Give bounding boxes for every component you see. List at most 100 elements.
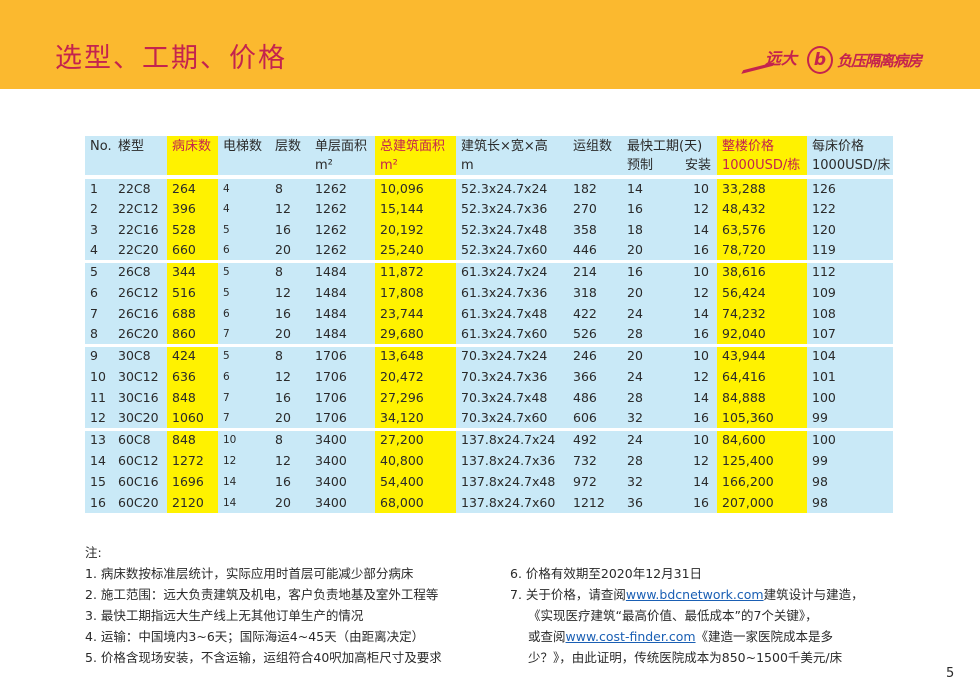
- table-row: 9 30C8 424 5 8 1706 13,648 70.3x24.7x24 246 20 10 4…: [85, 343, 893, 366]
- cell-total-area: 15,144: [375, 198, 456, 219]
- cell-elevators: 12: [218, 450, 270, 471]
- cell-type: 60C12: [113, 450, 167, 471]
- cell-elevators: 10: [218, 427, 270, 450]
- table-row: 16 60C20 2120 14 20 3400 68,000 137.8x24.7x60 12…: [85, 492, 893, 513]
- cell-prefab: 28: [622, 324, 665, 345]
- cell-beds: 636: [167, 366, 218, 387]
- note-2: 2. 施工范围：远大负责建筑及机电，客户负责地基及室外工程等: [85, 587, 439, 602]
- cell-floors: 8: [270, 175, 310, 198]
- cell-no: 5: [85, 259, 113, 282]
- cell-prefab: 16: [622, 198, 665, 219]
- note-7-b: 建筑设计与建造，: [763, 587, 864, 602]
- cell-no: 16: [85, 492, 113, 513]
- cell-beds: 1060: [167, 408, 218, 429]
- cell-floors: 12: [270, 282, 310, 303]
- cell-dims: 70.3x24.7x36: [456, 366, 568, 387]
- cell-total-area: 20,472: [375, 366, 456, 387]
- cell-bed-price: 100: [807, 427, 893, 450]
- cell-total-area: 17,808: [375, 282, 456, 303]
- cell-building-price: 63,576: [717, 219, 807, 240]
- cell-building-price: 56,424: [717, 282, 807, 303]
- cell-floor-area: 1706: [310, 408, 375, 429]
- cell-dims: 61.3x24.7x60: [456, 324, 568, 345]
- cell-elevators: 7: [218, 324, 270, 345]
- cell-dims: 61.3x24.7x24: [456, 259, 568, 282]
- cell-floors: 8: [270, 427, 310, 450]
- cell-prefab: 24: [622, 366, 665, 387]
- cell-modules: 526: [568, 324, 622, 345]
- cell-install: 16: [665, 240, 717, 261]
- cell-floors: 16: [270, 471, 310, 492]
- cell-total-area: 20,192: [375, 219, 456, 240]
- cell-dims: 52.3x24.7x60: [456, 240, 568, 261]
- cell-no: 3: [85, 219, 113, 240]
- cell-dims: 70.3x24.7x48: [456, 387, 568, 408]
- cell-install: 16: [665, 324, 717, 345]
- cell-prefab: 36: [622, 492, 665, 513]
- cost-finder-link[interactable]: www.cost-finder.com: [565, 629, 696, 644]
- table-row: 1 22C8 264 4 8 1262 10,096 52.3x24.7x24 182 14 10 3…: [85, 175, 893, 198]
- note-7-f: 少？》，由此证明，传统医院成本为850~1500千美元/床: [528, 650, 843, 665]
- cell-type: 30C16: [113, 387, 167, 408]
- col-install: 安装: [665, 158, 717, 177]
- cell-type: 22C16: [113, 219, 167, 240]
- cell-elevators: 5: [218, 282, 270, 303]
- cell-beds: 860: [167, 324, 218, 345]
- cell-modules: 732: [568, 450, 622, 471]
- cell-bed-price: 100: [807, 387, 893, 408]
- cell-beds: 848: [167, 387, 218, 408]
- cell-dims: 61.3x24.7x36: [456, 282, 568, 303]
- cell-building-price: 38,616: [717, 259, 807, 282]
- cell-prefab: 24: [622, 427, 665, 450]
- cell-floor-area: 1484: [310, 303, 375, 324]
- cell-bed-price: 120: [807, 219, 893, 240]
- logo-subtitle: 负压隔离病房: [837, 52, 922, 70]
- cell-elevators: 14: [218, 492, 270, 513]
- cell-floor-area: 1262: [310, 175, 375, 198]
- cell-bed-price: 126: [807, 175, 893, 198]
- table-row: 12 30C20 1060 7 20 1706 34,120 70.3x24.7x60 606 3…: [85, 408, 893, 429]
- cell-type: 26C16: [113, 303, 167, 324]
- col-dims-unit: m: [456, 158, 568, 177]
- cell-prefab: 20: [622, 282, 665, 303]
- cell-modules: 270: [568, 198, 622, 219]
- cell-type: 22C8: [113, 175, 167, 198]
- bdcnetwork-link[interactable]: www.bdcnetwork.com: [625, 587, 764, 602]
- cell-type: 60C20: [113, 492, 167, 513]
- cell-bed-price: 98: [807, 492, 893, 513]
- cell-building-price: 105,360: [717, 408, 807, 429]
- cell-prefab: 32: [622, 471, 665, 492]
- cell-building-price: 166,200: [717, 471, 807, 492]
- note-3: 3. 最快工期指远大生产线上无其他订单生产的情况: [85, 608, 364, 623]
- cell-install: 16: [665, 492, 717, 513]
- cell-type: 60C8: [113, 427, 167, 450]
- note-7-e: 《建造一家医院成本是多: [695, 629, 834, 644]
- cell-building-price: 48,432: [717, 198, 807, 219]
- table-row: 7 26C16 688 6 16 1484 23,744 61.3x24.7x48 422 24 1…: [85, 303, 893, 324]
- cell-floors: 8: [270, 259, 310, 282]
- cell-no: 11: [85, 387, 113, 408]
- cell-floor-area: 3400: [310, 427, 375, 450]
- cell-type: 30C12: [113, 366, 167, 387]
- cell-no: 1: [85, 175, 113, 198]
- cell-dims: 70.3x24.7x60: [456, 408, 568, 429]
- note-6: 6. 价格有效期至2020年12月31日: [510, 566, 703, 581]
- cell-bed-price: 122: [807, 198, 893, 219]
- header-band: [0, 0, 980, 89]
- cell-floors: 16: [270, 387, 310, 408]
- col-prefab: 预制: [622, 158, 665, 177]
- cell-bed-price: 108: [807, 303, 893, 324]
- cell-total-area: 29,680: [375, 324, 456, 345]
- col-building-price: 整楼价格: [717, 136, 807, 158]
- cell-building-price: 125,400: [717, 450, 807, 471]
- cell-building-price: 33,288: [717, 175, 807, 198]
- cell-install: 12: [665, 450, 717, 471]
- cell-install: 14: [665, 219, 717, 240]
- cell-total-area: 13,648: [375, 343, 456, 366]
- cell-total-area: 11,872: [375, 259, 456, 282]
- cell-floors: 8: [270, 343, 310, 366]
- col-dims: 建筑长×宽×高: [456, 136, 568, 158]
- cell-floor-area: 1484: [310, 259, 375, 282]
- cell-total-area: 40,800: [375, 450, 456, 471]
- cell-floors: 16: [270, 219, 310, 240]
